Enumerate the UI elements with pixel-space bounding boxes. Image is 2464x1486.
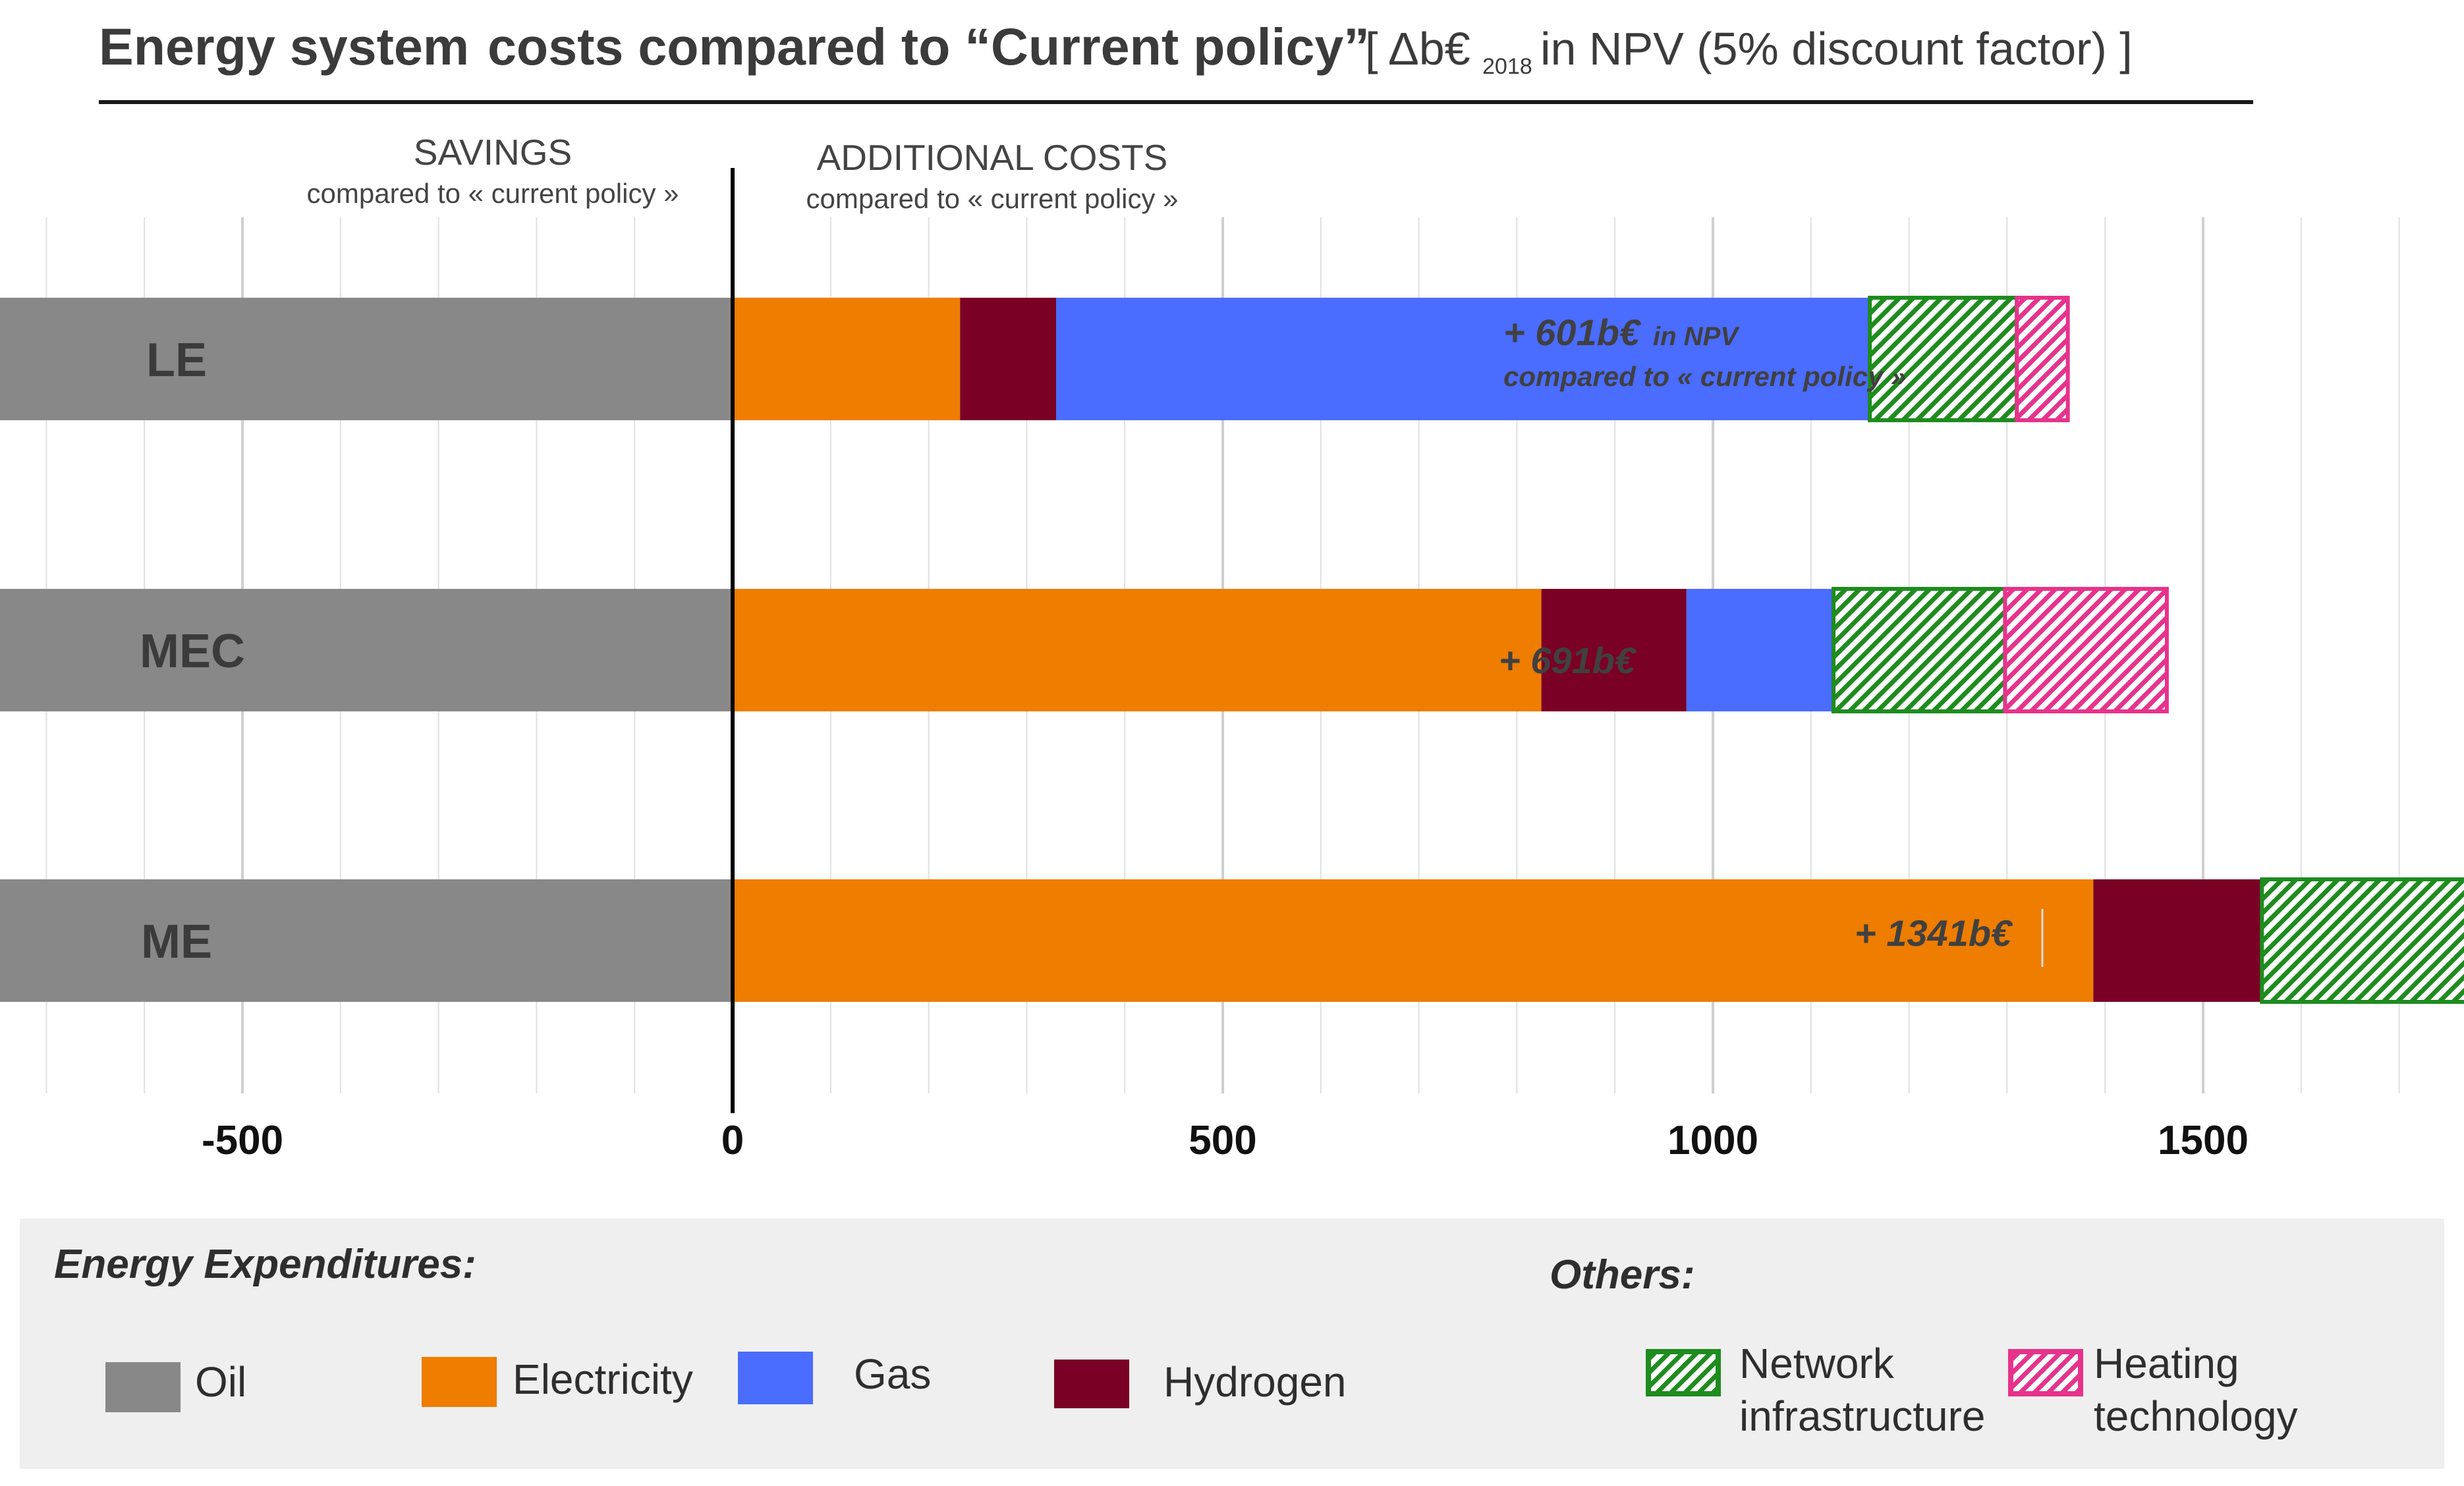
bar-me-electricity: ME – Electricity: 1388 [733,879,2094,1002]
tick-labels: -5000500100015002000 [202,1118,2249,1163]
chart-title: Energy system costs compared to “Current… [99,17,2133,79]
title-unit-suffix: in NPV (5% discount factor) ] [1540,23,2133,74]
category-label-me: ME [141,916,212,968]
x-tick-label: 1000 [1667,1118,1758,1163]
bar-me-oil: ME – Oil: -770 [0,879,733,1002]
annotation-extra: in NPV [1653,322,1740,351]
legend-label-oil: Oil [195,1358,246,1406]
legend-label-heating-line2: technology [2094,1392,2298,1440]
legend-label-hydrogen: Hydrogen [1163,1358,1347,1406]
legend-label-heating-line1: Heating [2094,1340,2239,1387]
title-unit-prefix: [ Δb€ [1365,23,1470,74]
legend-swatch-electricity [422,1357,497,1407]
bar-mec-heating: MEC – Heating technology: 165 [2003,587,2169,713]
additional-costs-header: ADDITIONAL COSTS [817,137,1168,178]
title-part1: Energy system [99,17,469,76]
bar-me-network: ME – Network infrastructure: 342 [2260,877,2464,1004]
annotation-total-mec: + 691b€ [1499,640,1637,681]
bar-le-electricity: LE – Electricity: 232 [733,298,961,420]
category-label-le: LE [146,334,207,387]
annotation-total-me: + 1341b€ [1855,912,2013,954]
bar-le-oil: LE – Oil: -770 [0,298,733,420]
bar-mec-network: MEC – Network infrastructure: 175 [1832,587,2007,713]
annotations: + 601b€ in NPV compared to « current polic… [1499,312,2044,967]
bars: LE – Oil: -770LE – Electricity: 232LE – … [0,296,2464,1004]
category-label-mec: MEC [140,625,245,678]
bar-le-heating: LE – Heating technology: 52 [2015,296,2070,422]
legend-background [20,1219,2444,1469]
title-part2: costs compared to “Current policy” [488,17,1370,76]
legend-label-network-line1: Network [1739,1340,1895,1387]
x-tick-label: -500 [202,1118,283,1163]
bar-mec-electricity: MEC – Electricity: 825 [733,589,1542,711]
bar-mec-oil: MEC – Oil: -770 [0,589,733,711]
bar-mec-hydrogen: MEC – Hydrogen: 148 [1541,589,1687,711]
bar-le-gas_pos: LE – Gas: 830 [1056,298,1870,420]
legend-swatch-oil [105,1362,181,1412]
legend-energy-title: Energy Expenditures: [54,1242,476,1287]
bar-mec-gas_pos: MEC – Gas: 150 [1686,589,1834,711]
legend: Energy Expenditures: Others: Oil Electri… [20,1219,2444,1469]
additional-costs-subheader: compared to « current policy » [806,183,1179,214]
bar-me-hydrogen: ME – Hydrogen: 172 [2093,879,2262,1002]
legend-swatch-gas [738,1352,813,1404]
legend-label-electricity: Electricity [513,1356,693,1403]
legend-label-network-line2: infrastructure [1739,1392,1985,1440]
annotation-subtext-le: compared to « current policy » [1503,361,1907,392]
bar-le-network: LE – Network infrastructure: 150 [1868,296,2019,422]
annotation-total-le: + 601b€ in NPV [1503,312,1740,353]
title-unit-subscript: 2018 [1482,54,1532,79]
x-tick-label: 1500 [2158,1118,2249,1163]
x-tick-label: 0 [721,1118,744,1163]
savings-header: SAVINGS [414,132,572,173]
category-labels: LE MEC ME [140,334,245,968]
legend-swatch-heating [2008,1349,2083,1396]
legend-others-title: Others: [1550,1252,1694,1298]
x-tick-label: 500 [1189,1118,1256,1163]
legend-swatch-network [1646,1349,1721,1396]
legend-swatch-hydrogen [1054,1360,1129,1408]
bar-le-hydrogen: LE – Hydrogen: 98 [960,298,1057,420]
savings-subheader: compared to « current policy » [307,178,679,209]
legend-label-gas: Gas [854,1350,931,1398]
